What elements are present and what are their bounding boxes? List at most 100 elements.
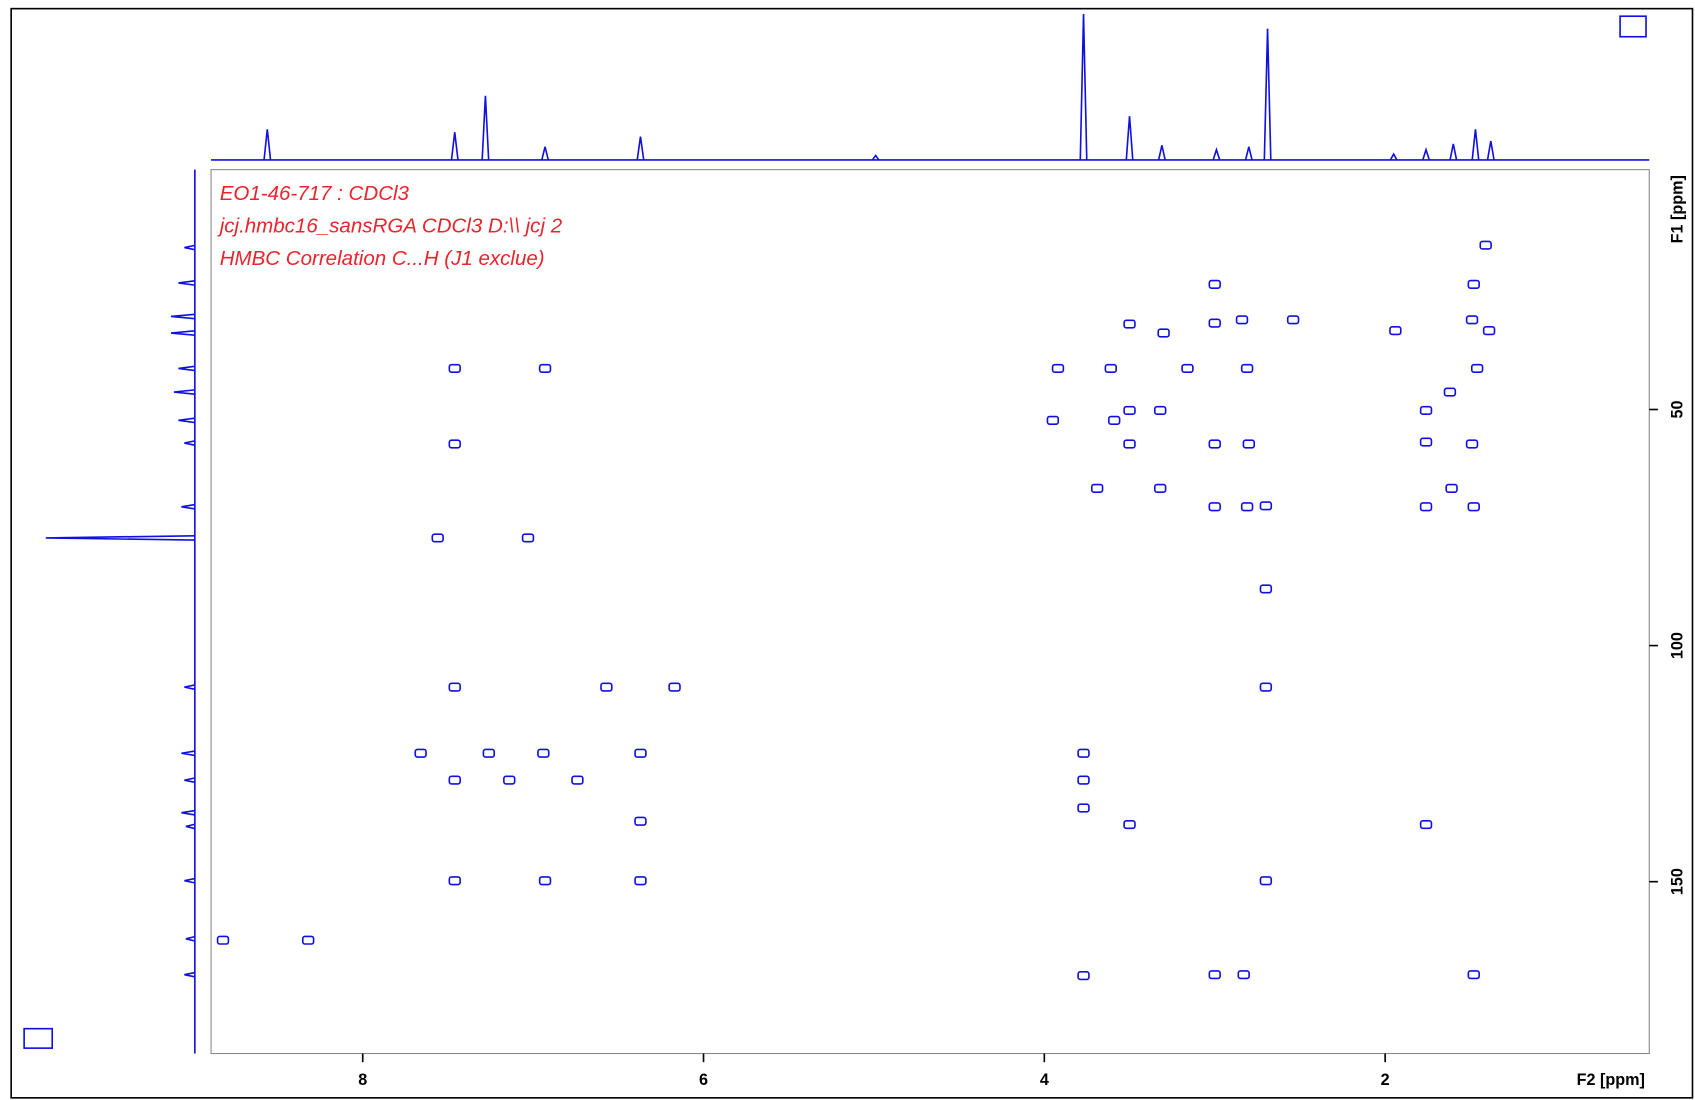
cross-peak bbox=[1153, 483, 1167, 493]
cross-peak bbox=[634, 876, 647, 886]
cross-peak bbox=[1482, 326, 1496, 336]
cross-peak bbox=[1240, 502, 1254, 512]
f2-projection-peak bbox=[1471, 129, 1480, 161]
corner-box bbox=[23, 1027, 54, 1049]
cross-peak bbox=[1051, 363, 1065, 374]
cross-peak bbox=[1123, 405, 1136, 416]
cross-peak bbox=[1237, 970, 1250, 980]
cross-peak bbox=[1443, 387, 1457, 397]
cross-peak bbox=[634, 748, 647, 758]
cross-peak bbox=[1470, 363, 1484, 374]
cross-peak bbox=[634, 816, 647, 826]
y-tick-label: 150 bbox=[1669, 868, 1687, 895]
cross-peak bbox=[1235, 315, 1249, 325]
cross-peak bbox=[1286, 315, 1300, 325]
x-tick-label: 8 bbox=[358, 1071, 367, 1089]
f2-projection-peak bbox=[871, 154, 880, 161]
f1-projection-peak bbox=[181, 503, 195, 510]
cross-peak bbox=[1467, 502, 1480, 512]
f2-projection-peak bbox=[1486, 140, 1495, 161]
y-tick-label: 50 bbox=[1669, 400, 1687, 418]
cross-peak bbox=[1077, 775, 1090, 785]
f2-projection-peak bbox=[1449, 143, 1458, 161]
cross-peak bbox=[1259, 501, 1273, 511]
cross-peak bbox=[1157, 328, 1170, 338]
f1-projection-peak bbox=[184, 877, 196, 884]
f1-projection-peak bbox=[184, 777, 196, 784]
cross-peak bbox=[537, 748, 550, 758]
y-axis-label: F1 [ppm] bbox=[1669, 175, 1687, 243]
cross-peak bbox=[1259, 682, 1273, 692]
f2-projection-peak bbox=[1263, 28, 1272, 160]
cross-peak bbox=[600, 682, 613, 692]
cross-peak bbox=[1208, 970, 1221, 980]
f2-projection-peak bbox=[450, 132, 459, 161]
cross-peak bbox=[1107, 415, 1121, 425]
cross-peak bbox=[1077, 748, 1090, 758]
cross-peak bbox=[1208, 502, 1221, 512]
cross-peak bbox=[431, 533, 444, 543]
f1-projection-peak bbox=[45, 534, 195, 541]
cross-peak bbox=[1465, 315, 1479, 325]
cross-peak bbox=[216, 935, 230, 945]
cross-peak bbox=[1419, 405, 1433, 416]
f1-projection-peak bbox=[178, 280, 195, 286]
f1-projection-peak bbox=[178, 365, 195, 372]
cross-peak bbox=[668, 682, 681, 692]
cross-peak bbox=[1419, 502, 1433, 512]
cross-peak bbox=[521, 533, 535, 543]
frame bbox=[10, 7, 1694, 1099]
cross-peak bbox=[1242, 439, 1256, 449]
x-tick-label: 4 bbox=[1040, 1071, 1049, 1089]
f2-projection-peak bbox=[1157, 145, 1166, 161]
cross-peak bbox=[448, 775, 461, 785]
f1-projection-peak bbox=[184, 440, 196, 446]
cross-peak bbox=[1419, 819, 1433, 830]
cross-peak bbox=[1389, 326, 1402, 336]
cross-peak bbox=[1467, 970, 1480, 980]
cross-peak bbox=[482, 748, 496, 758]
f1-projection-peak bbox=[170, 313, 195, 320]
cross-peak bbox=[1181, 363, 1194, 374]
f2-projection-peak bbox=[636, 136, 645, 161]
cross-peak bbox=[1123, 819, 1136, 830]
cross-peak bbox=[1208, 439, 1221, 449]
f1-projection-peak bbox=[170, 330, 195, 336]
annotation: EO1-46-717 : CDCl3 bbox=[220, 182, 410, 205]
f2-projection-peak bbox=[1125, 116, 1134, 160]
f1-projection-peak bbox=[185, 823, 196, 830]
cross-peak bbox=[414, 748, 427, 758]
cross-peak bbox=[448, 439, 461, 449]
cross-peak bbox=[1153, 405, 1167, 416]
x-tick-label: 6 bbox=[699, 1071, 708, 1089]
cross-peak bbox=[538, 363, 552, 374]
cross-peak bbox=[1479, 240, 1492, 250]
cross-peak bbox=[1208, 318, 1221, 328]
f1-projection-peak bbox=[181, 750, 195, 757]
f2-projection-peak bbox=[481, 95, 490, 160]
cross-peak bbox=[1467, 279, 1480, 289]
cross-peak bbox=[1419, 437, 1433, 447]
f2-projection-peak bbox=[1079, 14, 1088, 160]
f2-projection-peak bbox=[541, 146, 550, 161]
cross-peak bbox=[1090, 483, 1104, 493]
x-tick-label: 2 bbox=[1381, 1071, 1390, 1089]
f1-projection-peak bbox=[184, 684, 196, 691]
cross-peak bbox=[1123, 439, 1136, 449]
cross-peak bbox=[1046, 415, 1060, 425]
cross-peak bbox=[1259, 584, 1273, 594]
f2-projection-peak bbox=[1389, 152, 1398, 161]
cross-peak bbox=[1123, 319, 1136, 329]
cross-peak bbox=[1208, 279, 1221, 289]
f2-projection-peak bbox=[263, 129, 272, 161]
y-tick-label: 100 bbox=[1669, 632, 1687, 659]
f1-projection-peak bbox=[184, 971, 196, 978]
corner-box bbox=[1619, 15, 1647, 38]
cross-peak bbox=[448, 363, 461, 374]
f1-projection-peak bbox=[178, 417, 195, 424]
cross-peak bbox=[1077, 803, 1090, 813]
f1-projection-peak bbox=[181, 809, 195, 816]
cross-peak bbox=[571, 775, 584, 785]
cross-peak bbox=[503, 775, 516, 785]
